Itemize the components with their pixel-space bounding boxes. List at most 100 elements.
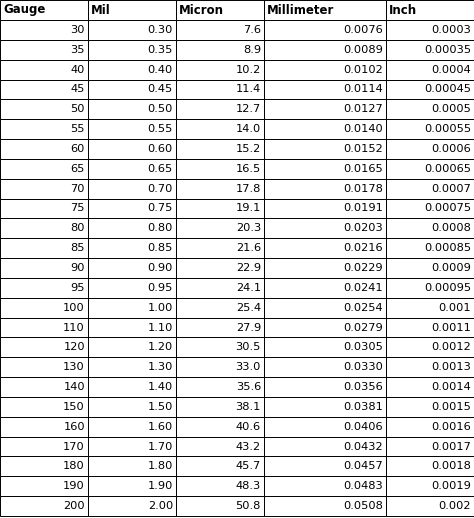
Text: 0.50: 0.50 bbox=[147, 104, 173, 114]
Bar bbox=[264, 377, 386, 397]
Text: 1.70: 1.70 bbox=[147, 441, 173, 452]
Bar bbox=[176, 417, 264, 437]
Text: 1.50: 1.50 bbox=[147, 402, 173, 412]
Text: 0.0305: 0.0305 bbox=[343, 342, 383, 352]
Text: 0.0007: 0.0007 bbox=[431, 184, 471, 194]
Bar bbox=[264, 318, 386, 337]
Bar bbox=[176, 357, 264, 377]
Bar bbox=[88, 357, 176, 377]
Bar bbox=[176, 198, 264, 219]
Text: 45.7: 45.7 bbox=[236, 462, 261, 471]
Text: 35.6: 35.6 bbox=[236, 382, 261, 392]
Text: 0.0012: 0.0012 bbox=[431, 342, 471, 352]
Text: 65: 65 bbox=[71, 164, 85, 174]
Text: 1.00: 1.00 bbox=[147, 303, 173, 313]
Text: 1.90: 1.90 bbox=[147, 481, 173, 491]
Text: 2.00: 2.00 bbox=[148, 501, 173, 511]
Text: 100: 100 bbox=[63, 303, 85, 313]
Bar bbox=[176, 119, 264, 139]
Text: 1.40: 1.40 bbox=[148, 382, 173, 392]
Bar bbox=[264, 417, 386, 437]
Text: 80: 80 bbox=[71, 223, 85, 233]
Bar bbox=[386, 456, 474, 477]
Bar bbox=[264, 40, 386, 60]
Bar bbox=[88, 0, 176, 20]
Bar bbox=[386, 80, 474, 99]
Bar bbox=[88, 40, 176, 60]
Text: 150: 150 bbox=[63, 402, 85, 412]
Text: 0.0006: 0.0006 bbox=[431, 144, 471, 154]
Text: 180: 180 bbox=[63, 462, 85, 471]
Bar bbox=[386, 198, 474, 219]
Text: 15.2: 15.2 bbox=[236, 144, 261, 154]
Text: 0.85: 0.85 bbox=[147, 243, 173, 253]
Text: 0.0102: 0.0102 bbox=[343, 65, 383, 75]
Bar bbox=[0, 377, 88, 397]
Text: 0.0178: 0.0178 bbox=[343, 184, 383, 194]
Text: 95: 95 bbox=[71, 283, 85, 293]
Text: 0.0330: 0.0330 bbox=[343, 362, 383, 372]
Bar bbox=[386, 377, 474, 397]
Bar bbox=[88, 139, 176, 159]
Bar bbox=[386, 397, 474, 417]
Bar bbox=[386, 219, 474, 238]
Bar bbox=[386, 119, 474, 139]
Text: 25.4: 25.4 bbox=[236, 303, 261, 313]
Text: 200: 200 bbox=[64, 501, 85, 511]
Text: 24.1: 24.1 bbox=[236, 283, 261, 293]
Bar bbox=[386, 318, 474, 337]
Text: 43.2: 43.2 bbox=[236, 441, 261, 452]
Bar bbox=[0, 139, 88, 159]
Bar bbox=[0, 219, 88, 238]
Bar bbox=[386, 179, 474, 198]
Text: Mil: Mil bbox=[91, 4, 111, 17]
Bar bbox=[264, 159, 386, 179]
Bar bbox=[264, 219, 386, 238]
Bar bbox=[0, 477, 88, 496]
Bar bbox=[386, 20, 474, 40]
Text: 20.3: 20.3 bbox=[236, 223, 261, 233]
Text: 160: 160 bbox=[64, 422, 85, 431]
Bar bbox=[88, 318, 176, 337]
Bar bbox=[88, 238, 176, 258]
Text: 0.80: 0.80 bbox=[147, 223, 173, 233]
Text: 0.00085: 0.00085 bbox=[424, 243, 471, 253]
Text: 60: 60 bbox=[71, 144, 85, 154]
Text: 11.4: 11.4 bbox=[236, 84, 261, 94]
Text: 7.6: 7.6 bbox=[243, 25, 261, 35]
Text: 45: 45 bbox=[71, 84, 85, 94]
Bar bbox=[176, 377, 264, 397]
Text: 0.0165: 0.0165 bbox=[343, 164, 383, 174]
Text: 0.95: 0.95 bbox=[147, 283, 173, 293]
Bar bbox=[264, 278, 386, 298]
Text: 0.0152: 0.0152 bbox=[343, 144, 383, 154]
Text: 0.001: 0.001 bbox=[438, 303, 471, 313]
Text: 140: 140 bbox=[64, 382, 85, 392]
Bar bbox=[88, 119, 176, 139]
Text: 40.6: 40.6 bbox=[236, 422, 261, 431]
Bar bbox=[88, 258, 176, 278]
Bar bbox=[176, 219, 264, 238]
Text: 40: 40 bbox=[71, 65, 85, 75]
Bar bbox=[88, 377, 176, 397]
Bar bbox=[176, 437, 264, 456]
Text: 0.0191: 0.0191 bbox=[343, 204, 383, 213]
Bar bbox=[0, 496, 88, 516]
Bar bbox=[88, 99, 176, 119]
Bar bbox=[88, 80, 176, 99]
Bar bbox=[264, 437, 386, 456]
Text: 0.0229: 0.0229 bbox=[343, 263, 383, 273]
Bar bbox=[176, 456, 264, 477]
Text: 38.1: 38.1 bbox=[236, 402, 261, 412]
Text: Inch: Inch bbox=[389, 4, 417, 17]
Text: 8.9: 8.9 bbox=[243, 45, 261, 55]
Bar bbox=[176, 318, 264, 337]
Bar bbox=[264, 20, 386, 40]
Bar bbox=[88, 456, 176, 477]
Text: 0.0019: 0.0019 bbox=[431, 481, 471, 491]
Bar bbox=[0, 258, 88, 278]
Bar bbox=[88, 219, 176, 238]
Bar bbox=[0, 417, 88, 437]
Text: Millimeter: Millimeter bbox=[267, 4, 334, 17]
Bar bbox=[88, 179, 176, 198]
